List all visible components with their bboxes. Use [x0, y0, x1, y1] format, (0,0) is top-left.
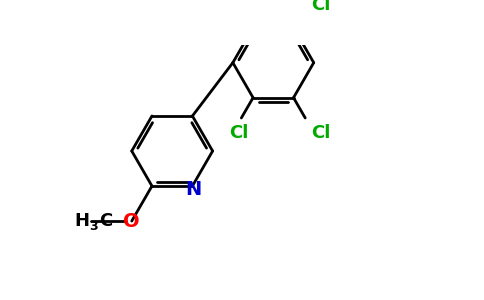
Text: Cl: Cl: [312, 0, 331, 14]
Text: Cl: Cl: [312, 124, 331, 142]
Text: 3: 3: [89, 220, 98, 233]
Text: N: N: [185, 180, 201, 199]
Text: Cl: Cl: [229, 124, 249, 142]
Text: C: C: [99, 212, 112, 230]
Text: H: H: [74, 212, 89, 230]
Text: O: O: [123, 212, 140, 231]
